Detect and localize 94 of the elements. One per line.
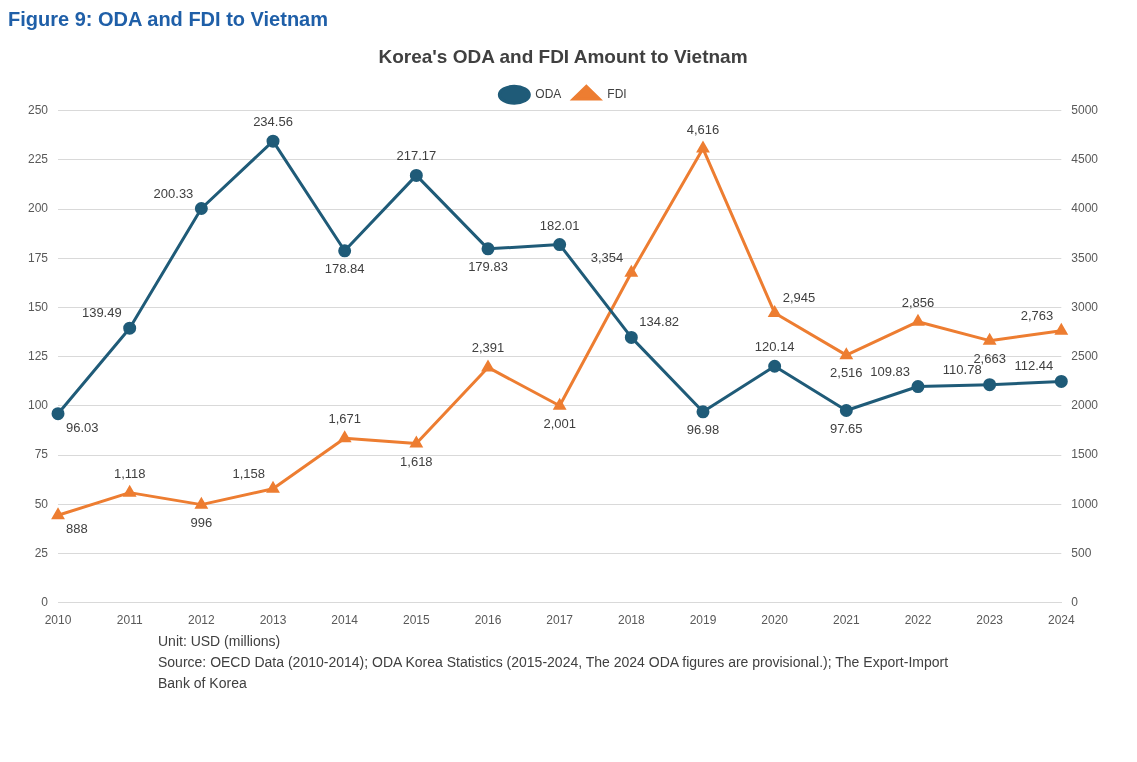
point <box>409 168 423 182</box>
data-label: 134.82 <box>639 314 680 330</box>
data-label: 1,618 <box>400 453 433 469</box>
point <box>51 407 65 421</box>
x-tick-label: 2014 <box>331 613 359 628</box>
point <box>768 306 781 317</box>
point <box>983 378 997 392</box>
data-label: 97.65 <box>830 420 863 436</box>
y-tick-label: 125 <box>27 349 49 364</box>
y-tick-label: 200 <box>27 201 49 216</box>
y2-tick-label: 4000 <box>1071 201 1099 216</box>
data-label: 96.98 <box>686 421 720 437</box>
data-label: 139.49 <box>81 305 122 321</box>
y2-tick-label: 2500 <box>1071 349 1099 364</box>
data-label: 112.44 <box>1014 358 1054 374</box>
data-label: 234.56 <box>253 114 293 130</box>
y-tick-label: 175 <box>27 250 49 265</box>
y2-tick-label: 3500 <box>1071 250 1099 265</box>
point <box>768 359 782 373</box>
x-tick-label: 2010 <box>44 613 72 628</box>
point <box>123 321 137 335</box>
data-label: 96.03 <box>66 419 99 435</box>
x-tick-label: 2024 <box>1047 613 1075 628</box>
point <box>481 242 495 256</box>
x-tick-label: 2015 <box>402 613 431 628</box>
data-label: 120.14 <box>754 339 795 355</box>
data-label: 109.83 <box>870 363 910 379</box>
y2-tick-label: 1000 <box>1071 496 1099 511</box>
source-note: Source: OECD Data (2010-2014); ODA Korea Statistics (2015-2024, The 2024 ODA figures are provisional.); The Export-Import Bank of Korea <box>158 653 950 693</box>
y-tick-label: 25 <box>34 545 49 560</box>
x-tick-label: 2022 <box>904 613 932 628</box>
x-tick-label: 2017 <box>546 613 574 628</box>
data-label: 2,763 <box>1020 307 1054 323</box>
data-label: 2,001 <box>543 415 576 431</box>
data-label: 182.01 <box>539 217 580 233</box>
point <box>338 431 351 443</box>
point <box>338 244 352 258</box>
data-label: 217.17 <box>396 148 437 164</box>
x-tick-label: 2019 <box>689 613 717 628</box>
point <box>696 405 710 419</box>
y-tick-label: 225 <box>27 152 49 167</box>
data-label: 2,391 <box>471 340 505 356</box>
x-tick-label: 2021 <box>832 613 860 628</box>
data-label: 1,118 <box>113 465 146 481</box>
y2-tick-label: 3000 <box>1071 299 1099 314</box>
data-label: 2,945 <box>782 290 816 306</box>
data-label: 178.84 <box>324 260 365 276</box>
data-label: 1,671 <box>328 411 361 427</box>
x-tick-label: 2020 <box>761 613 789 628</box>
x-tick-label: 2011 <box>116 613 143 628</box>
point <box>553 238 567 252</box>
point <box>482 360 494 372</box>
point <box>267 482 279 493</box>
point <box>839 404 853 417</box>
point <box>52 508 64 520</box>
data-label: 2,856 <box>901 294 935 310</box>
y2-tick-label: 2000 <box>1071 398 1099 413</box>
data-label: 4,616 <box>686 121 720 137</box>
point <box>1054 374 1068 388</box>
data-label: 888 <box>66 521 88 537</box>
y-tick-label: 100 <box>27 398 49 413</box>
data-label: 1,158 <box>232 465 266 481</box>
x-tick-label: 2013 <box>259 613 287 628</box>
x-tick-label: 2018 <box>617 613 645 628</box>
data-label: 3,354 <box>590 249 624 265</box>
text: Unit: USD (millions) <box>158 632 282 651</box>
data-label: 996 <box>190 514 213 530</box>
data-label: 2,516 <box>830 365 863 381</box>
point <box>911 380 925 394</box>
legend-label: ODA <box>535 87 562 102</box>
point <box>194 202 208 216</box>
x-tick-label: 2023 <box>976 613 1004 628</box>
point <box>266 134 280 148</box>
x-tick-label: 2016 <box>474 613 502 628</box>
y2-tick-label: 4500 <box>1071 152 1099 167</box>
point <box>624 330 638 344</box>
y2-tick-label: 500 <box>1071 545 1092 560</box>
y-tick-label: 75 <box>34 447 49 462</box>
chart-title: Korea's ODA and FDI Amount to Vietnam <box>378 45 748 67</box>
y2-tick-label: 5000 <box>1071 103 1099 118</box>
y-tick-label: 0 <box>41 594 49 609</box>
data-label: 2,663 <box>973 350 1006 366</box>
data-label: 200.33 <box>153 185 194 201</box>
caption: Figure 9: ODA and FDI to Vietnam <box>8 8 330 31</box>
point <box>840 348 853 360</box>
y2-tick-label: 1500 <box>1071 447 1099 462</box>
x-tick-label: 2012 <box>188 613 216 628</box>
point <box>410 436 423 448</box>
y2-tick-label: 0 <box>1071 594 1079 609</box>
y-tick-label: 50 <box>34 496 49 511</box>
y-tick-label: 150 <box>27 299 49 314</box>
y-tick-label: 250 <box>27 103 49 118</box>
legend-label: FDI <box>607 87 627 102</box>
data-label: 179.83 <box>468 258 508 274</box>
